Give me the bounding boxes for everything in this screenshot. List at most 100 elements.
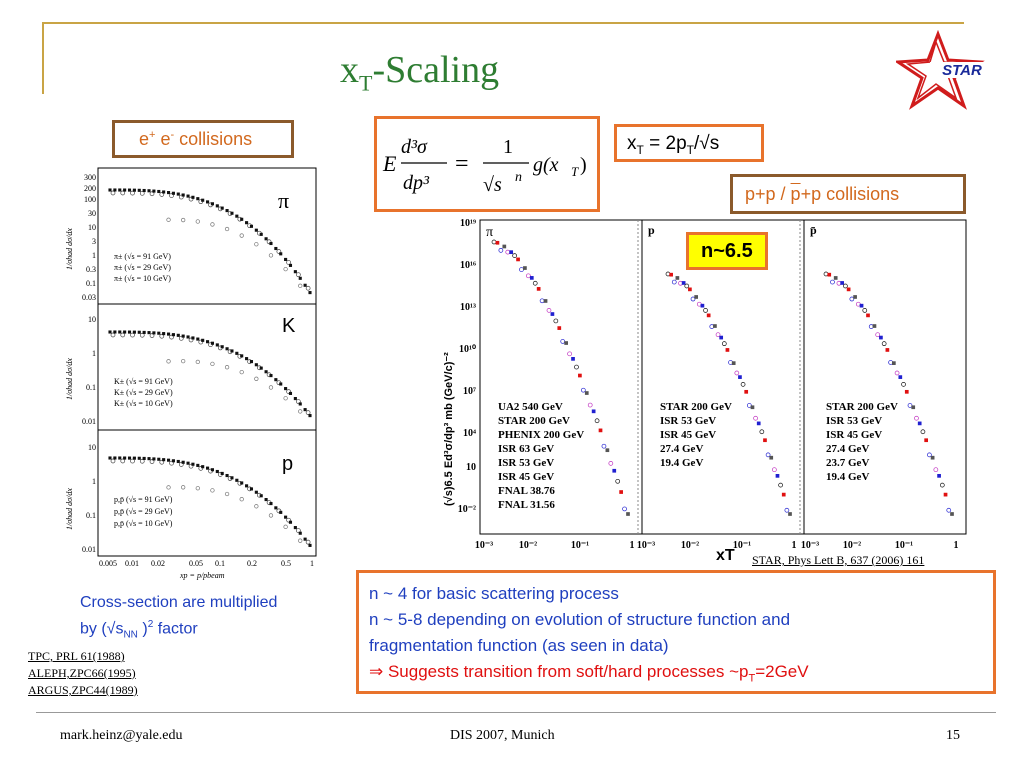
data-point: [130, 332, 135, 338]
data-point: [269, 374, 273, 378]
data-point: [169, 193, 174, 198]
data-point: [879, 335, 883, 340]
data-point: [308, 543, 312, 547]
data-point: [181, 193, 185, 197]
data-point: [920, 429, 926, 435]
svg-text:10⁻²: 10⁻²: [843, 540, 861, 551]
ee-fragmentation-plot: π K p π± (√s = 91 GeV) π± (√s = 29 GeV) …: [60, 160, 322, 580]
data-point: [293, 270, 297, 274]
data-point: [744, 389, 749, 394]
data-point: [721, 341, 727, 347]
svg-text:10: 10: [88, 315, 96, 324]
data-point: [279, 382, 283, 386]
svg-text:0.005: 0.005: [99, 559, 117, 568]
data-point: [181, 358, 186, 364]
data-point: [296, 528, 301, 533]
data-point: [564, 341, 569, 345]
svg-text:0.01: 0.01: [82, 545, 96, 554]
data-point: [139, 332, 145, 338]
reference-aleph[interactable]: ALEPH,ZPC66(1995): [28, 666, 136, 680]
data-point: [224, 365, 230, 370]
legend-p-91: p,p̄ (√s = 91 GeV): [114, 495, 173, 504]
data-point: [206, 200, 210, 204]
data-point: [201, 198, 205, 202]
data-point: [123, 188, 127, 192]
top-rule: [44, 22, 964, 24]
svg-text:1: 1: [792, 540, 797, 551]
data-point: [283, 396, 288, 401]
svg-text:0.3: 0.3: [86, 265, 96, 274]
data-point: [946, 507, 952, 513]
data-point: [169, 460, 174, 466]
data-point: [196, 463, 200, 467]
data-point: [127, 456, 132, 460]
data-point: [731, 361, 736, 365]
data-point: [210, 488, 215, 493]
data-point: [235, 478, 239, 482]
data-point: [574, 364, 579, 370]
data-point: [279, 252, 283, 256]
left-ylabel-2: 1/σhad dσ/dx: [65, 358, 74, 400]
data-point: [188, 337, 194, 343]
data-point: [684, 283, 690, 289]
data-point: [137, 330, 141, 334]
data-point: [885, 348, 890, 352]
data-point: [162, 332, 166, 336]
data-point: [149, 459, 155, 464]
data-point: [127, 188, 132, 192]
data-point: [195, 359, 200, 365]
data-point: [249, 224, 254, 228]
legend-star200-pbar: STAR 200 GeV: [826, 401, 898, 413]
footer-conference: DIS 2007, Munich: [450, 728, 555, 743]
data-point: [132, 330, 136, 334]
cross-section-note: Cross-section are multiplied by (√sNN )2…: [80, 594, 278, 641]
data-point: [201, 465, 205, 469]
data-point: [584, 391, 589, 395]
data-point: [245, 357, 249, 361]
data-point: [166, 332, 171, 336]
svg-text:0.01: 0.01: [82, 417, 96, 426]
data-point: [176, 333, 180, 337]
data-point: [181, 485, 186, 490]
data-point: [283, 266, 288, 272]
data-point: [274, 378, 278, 382]
svg-text:1: 1: [92, 251, 96, 260]
svg-text:10⁻¹: 10⁻¹: [571, 540, 589, 551]
data-point: [269, 241, 273, 246]
data-point: [571, 357, 575, 361]
data-point: [264, 237, 268, 241]
data-point: [159, 192, 165, 197]
data-point: [833, 276, 838, 280]
data-point: [740, 382, 746, 387]
data-point: [546, 308, 552, 313]
data-point: [196, 337, 200, 341]
data-point: [502, 244, 507, 249]
data-point: [186, 335, 190, 339]
pbar-panel-label: p̄: [810, 223, 817, 237]
data-point: [254, 376, 259, 381]
data-point: [186, 194, 190, 198]
data-point: [288, 263, 293, 267]
reference-tpc[interactable]: TPC, PRL 61(1988): [28, 649, 125, 663]
star-reference-link[interactable]: STAR, Phys Lett B, 637 (2006) 161: [752, 553, 925, 567]
data-point: [626, 512, 630, 516]
data-point: [264, 370, 268, 374]
data-point: [210, 341, 214, 345]
data-point: [560, 339, 566, 344]
svg-text:10⁻²: 10⁻²: [519, 540, 537, 551]
legend-star200-p: STAR 200 GeV: [660, 401, 732, 413]
data-point: [186, 461, 190, 465]
data-point: [619, 490, 623, 494]
data-point: [840, 281, 845, 285]
data-point: [196, 197, 200, 201]
svg-text:0.5: 0.5: [281, 559, 291, 568]
data-point: [601, 443, 607, 449]
reference-argus[interactable]: ARGUS,ZPC44(1989): [28, 683, 138, 697]
data-point: [305, 539, 311, 545]
legend-274-pbar: 27.4 GeV: [826, 443, 869, 455]
data-point: [866, 313, 870, 318]
svg-text:10⁻³: 10⁻³: [637, 540, 655, 551]
svg-text:T: T: [571, 164, 579, 179]
data-point: [166, 191, 171, 195]
data-point: [230, 211, 234, 215]
